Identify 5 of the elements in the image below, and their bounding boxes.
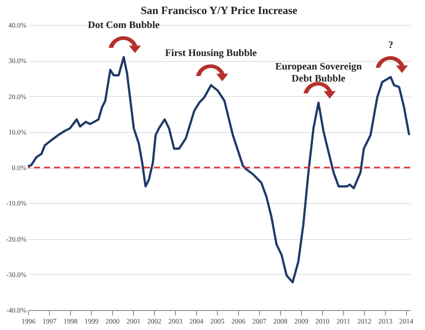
annotation: First Housing Bubble — [165, 48, 258, 60]
annotation: ? — [388, 40, 394, 52]
annotation: European Sovereign Debt Bubble — [275, 62, 362, 85]
annotation: Dot Com Bubble — [88, 20, 160, 32]
chart-title: San Francisco Y/Y Price Increase — [140, 5, 298, 18]
